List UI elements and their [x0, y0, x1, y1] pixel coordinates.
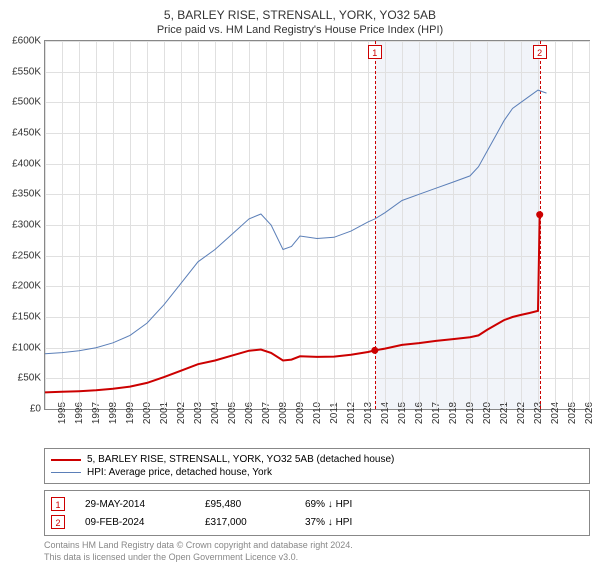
series-price_paid: [45, 215, 540, 393]
sale-row: 1 29-MAY-2014 £95,480 69% ↓ HPI: [51, 495, 583, 513]
y-axis-label: £550K: [12, 66, 41, 77]
legend-swatch: [51, 472, 81, 473]
sale-pct: 69% ↓ HPI: [305, 499, 385, 510]
chart-lines: [45, 41, 589, 409]
footer-line-2: This data is licensed under the Open Gov…: [44, 552, 590, 563]
y-axis-label: £300K: [12, 220, 41, 231]
sale-row: 2 09-FEB-2024 £317,000 37% ↓ HPI: [51, 513, 583, 531]
y-axis-label: £500K: [12, 97, 41, 108]
legend-label: HPI: Average price, detached house, York: [87, 467, 272, 478]
gridline-v: [589, 41, 590, 409]
sale-price: £317,000: [205, 517, 285, 528]
y-axis-label: £150K: [12, 312, 41, 323]
legend-swatch: [51, 459, 81, 461]
y-axis-label: £50K: [18, 373, 41, 384]
y-axis-label: £450K: [12, 128, 41, 139]
y-axis-label: £100K: [12, 342, 41, 353]
y-axis-label: £200K: [12, 281, 41, 292]
sale-marker: [536, 211, 543, 218]
sale-date: 29-MAY-2014: [85, 499, 185, 510]
y-axis-label: £400K: [12, 158, 41, 169]
legend-row: 5, BARLEY RISE, STRENSALL, YORK, YO32 5A…: [51, 453, 583, 466]
sale-marker: [371, 347, 378, 354]
footer-line-1: Contains HM Land Registry data © Crown c…: [44, 540, 590, 552]
legend-row: HPI: Average price, detached house, York: [51, 466, 583, 479]
sale-date: 09-FEB-2024: [85, 517, 185, 528]
y-axis-label: £600K: [12, 36, 41, 47]
sale-price: £95,480: [205, 499, 285, 510]
chart-subtitle: Price paid vs. HM Land Registry's House …: [0, 22, 600, 40]
y-axis-label: £350K: [12, 189, 41, 200]
chart-title: 5, BARLEY RISE, STRENSALL, YORK, YO32 5A…: [0, 0, 600, 22]
y-axis-label: £0: [30, 404, 41, 415]
y-axis-label: £250K: [12, 250, 41, 261]
sale-pct: 37% ↓ HPI: [305, 517, 385, 528]
sale-badge: 1: [51, 497, 65, 511]
sales-box: 1 29-MAY-2014 £95,480 69% ↓ HPI 2 09-FEB-2024…: [44, 490, 590, 536]
x-axis-label: 2027: [589, 402, 600, 424]
series-hpi: [45, 90, 547, 354]
chart-plot-area: £0£50K£100K£150K£200K£250K£300K£350K£400…: [44, 40, 590, 410]
legend-box: 5, BARLEY RISE, STRENSALL, YORK, YO32 5A…: [44, 448, 590, 484]
sale-badge: 2: [51, 515, 65, 529]
legend-label: 5, BARLEY RISE, STRENSALL, YORK, YO32 5A…: [87, 454, 394, 465]
